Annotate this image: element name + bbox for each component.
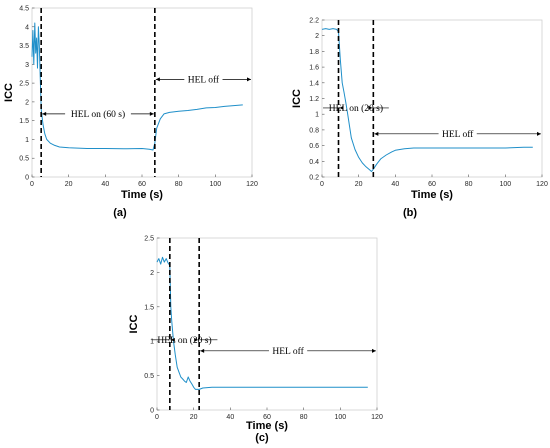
panel-label: (a) xyxy=(113,207,127,219)
x-tick-label: 120 xyxy=(536,181,548,188)
y-tick-label: 3.5 xyxy=(19,43,29,50)
x-tick-label: 20 xyxy=(355,181,363,188)
arrow-head xyxy=(42,111,47,116)
y-tick-label: 3 xyxy=(25,62,29,69)
annotation-label: HEL off xyxy=(188,74,220,85)
x-tick-label: 100 xyxy=(209,181,221,188)
x-tick-label: 0 xyxy=(155,414,159,421)
series-line xyxy=(321,28,533,172)
y-tick-label: 1.6 xyxy=(309,65,319,72)
arrow-head xyxy=(372,348,376,353)
panel-2: 0 20 40 60 80 100 120 0.2 0.4 0.6 0.8 1 1.2 1.4 1.6 1.8… xyxy=(291,18,548,220)
y-tick-label: 2 xyxy=(25,99,29,106)
y-tick-label: 2 xyxy=(150,270,154,277)
y-tick-label: 1 xyxy=(150,339,154,346)
y-tick-label: 4 xyxy=(25,24,29,31)
y-tick-label: 1.8 xyxy=(309,49,319,56)
x-tick-label: 120 xyxy=(371,414,383,421)
x-axis-label: Time (s) xyxy=(246,420,288,432)
plot-area xyxy=(156,237,378,411)
annotation-label: HEL on (60 s) xyxy=(71,109,125,120)
x-tick-label: 40 xyxy=(101,181,109,188)
y-tick-label: 0.6 xyxy=(309,143,319,150)
x-tick-label: 0 xyxy=(30,181,34,188)
x-tick-label: 120 xyxy=(246,181,258,188)
x-tick-label: 60 xyxy=(263,414,271,421)
y-tick-label: 1.5 xyxy=(144,304,154,311)
arrow-head xyxy=(149,111,154,116)
arrow-head xyxy=(247,77,251,82)
plot-area xyxy=(321,19,543,178)
x-tick-label: 20 xyxy=(65,181,73,188)
series-line xyxy=(156,256,368,390)
x-tick-label: 80 xyxy=(465,181,473,188)
y-tick-label: 2 xyxy=(315,33,319,40)
arrow-head xyxy=(170,337,175,342)
arrow-head xyxy=(339,105,344,110)
x-tick-label: 0 xyxy=(320,181,324,188)
x-tick-label: 40 xyxy=(391,181,399,188)
y-tick-label: 2.2 xyxy=(309,18,319,25)
annotation-label: HEL off xyxy=(442,129,474,140)
x-tick-label: 100 xyxy=(499,181,511,188)
x-tick-label: 80 xyxy=(300,414,308,421)
y-tick-label: 4.5 xyxy=(19,6,29,13)
y-tick-label: 0 xyxy=(25,175,29,182)
y-axis-label: ICC xyxy=(3,83,15,102)
y-tick-label: 2.5 xyxy=(19,81,29,88)
y-tick-label: 0.8 xyxy=(309,127,319,134)
arrow-head xyxy=(155,77,160,82)
arrow-head xyxy=(194,337,199,342)
panel-1: 0 20 40 60 80 100 120 0 0.5 1 1.5 2 2.5 3 3.5 4 4.5 HEL o… xyxy=(3,6,258,220)
y-tick-label: 0.2 xyxy=(309,175,319,182)
x-tick-label: 20 xyxy=(190,414,198,421)
y-tick-label: 1 xyxy=(315,112,319,119)
arrow-head xyxy=(200,348,205,353)
panel-label: (b) xyxy=(403,207,417,219)
x-tick-label: 100 xyxy=(334,414,346,421)
y-tick-label: 0.5 xyxy=(19,156,29,163)
y-tick-label: 1.2 xyxy=(309,96,319,103)
y-tick-label: 0 xyxy=(150,408,154,415)
panel-3: 0 20 40 60 80 100 120 0 0.5 1 1.5 2 2.5 HEL on (20 s)… xyxy=(128,236,383,445)
plot-area xyxy=(31,7,253,178)
annotation-label: HEL on (20 s) xyxy=(329,103,383,114)
y-tick-label: 1.4 xyxy=(309,80,319,87)
x-tick-label: 60 xyxy=(138,181,146,188)
arrow-head xyxy=(368,105,373,110)
y-tick-label: 1.5 xyxy=(19,118,29,125)
x-axis-label: Time (s) xyxy=(121,189,163,201)
panel-label: (c) xyxy=(255,432,269,444)
arrow-head xyxy=(537,131,541,136)
series-line xyxy=(31,22,243,151)
annotation-label: HEL on (20 s) xyxy=(157,335,211,346)
annotation-label: HEL off xyxy=(272,346,304,357)
y-tick-label: 2.5 xyxy=(144,236,154,243)
y-tick-label: 0.5 xyxy=(144,373,154,380)
x-axis-label: Time (s) xyxy=(411,189,453,201)
x-tick-label: 80 xyxy=(175,181,183,188)
y-axis-label: ICC xyxy=(128,314,140,333)
y-tick-label: 0.4 xyxy=(309,159,319,166)
y-axis-label: ICC xyxy=(291,89,303,108)
arrow-head xyxy=(374,131,379,136)
y-tick-label: 1 xyxy=(25,137,29,144)
x-tick-label: 60 xyxy=(428,181,436,188)
x-tick-label: 40 xyxy=(226,414,234,421)
